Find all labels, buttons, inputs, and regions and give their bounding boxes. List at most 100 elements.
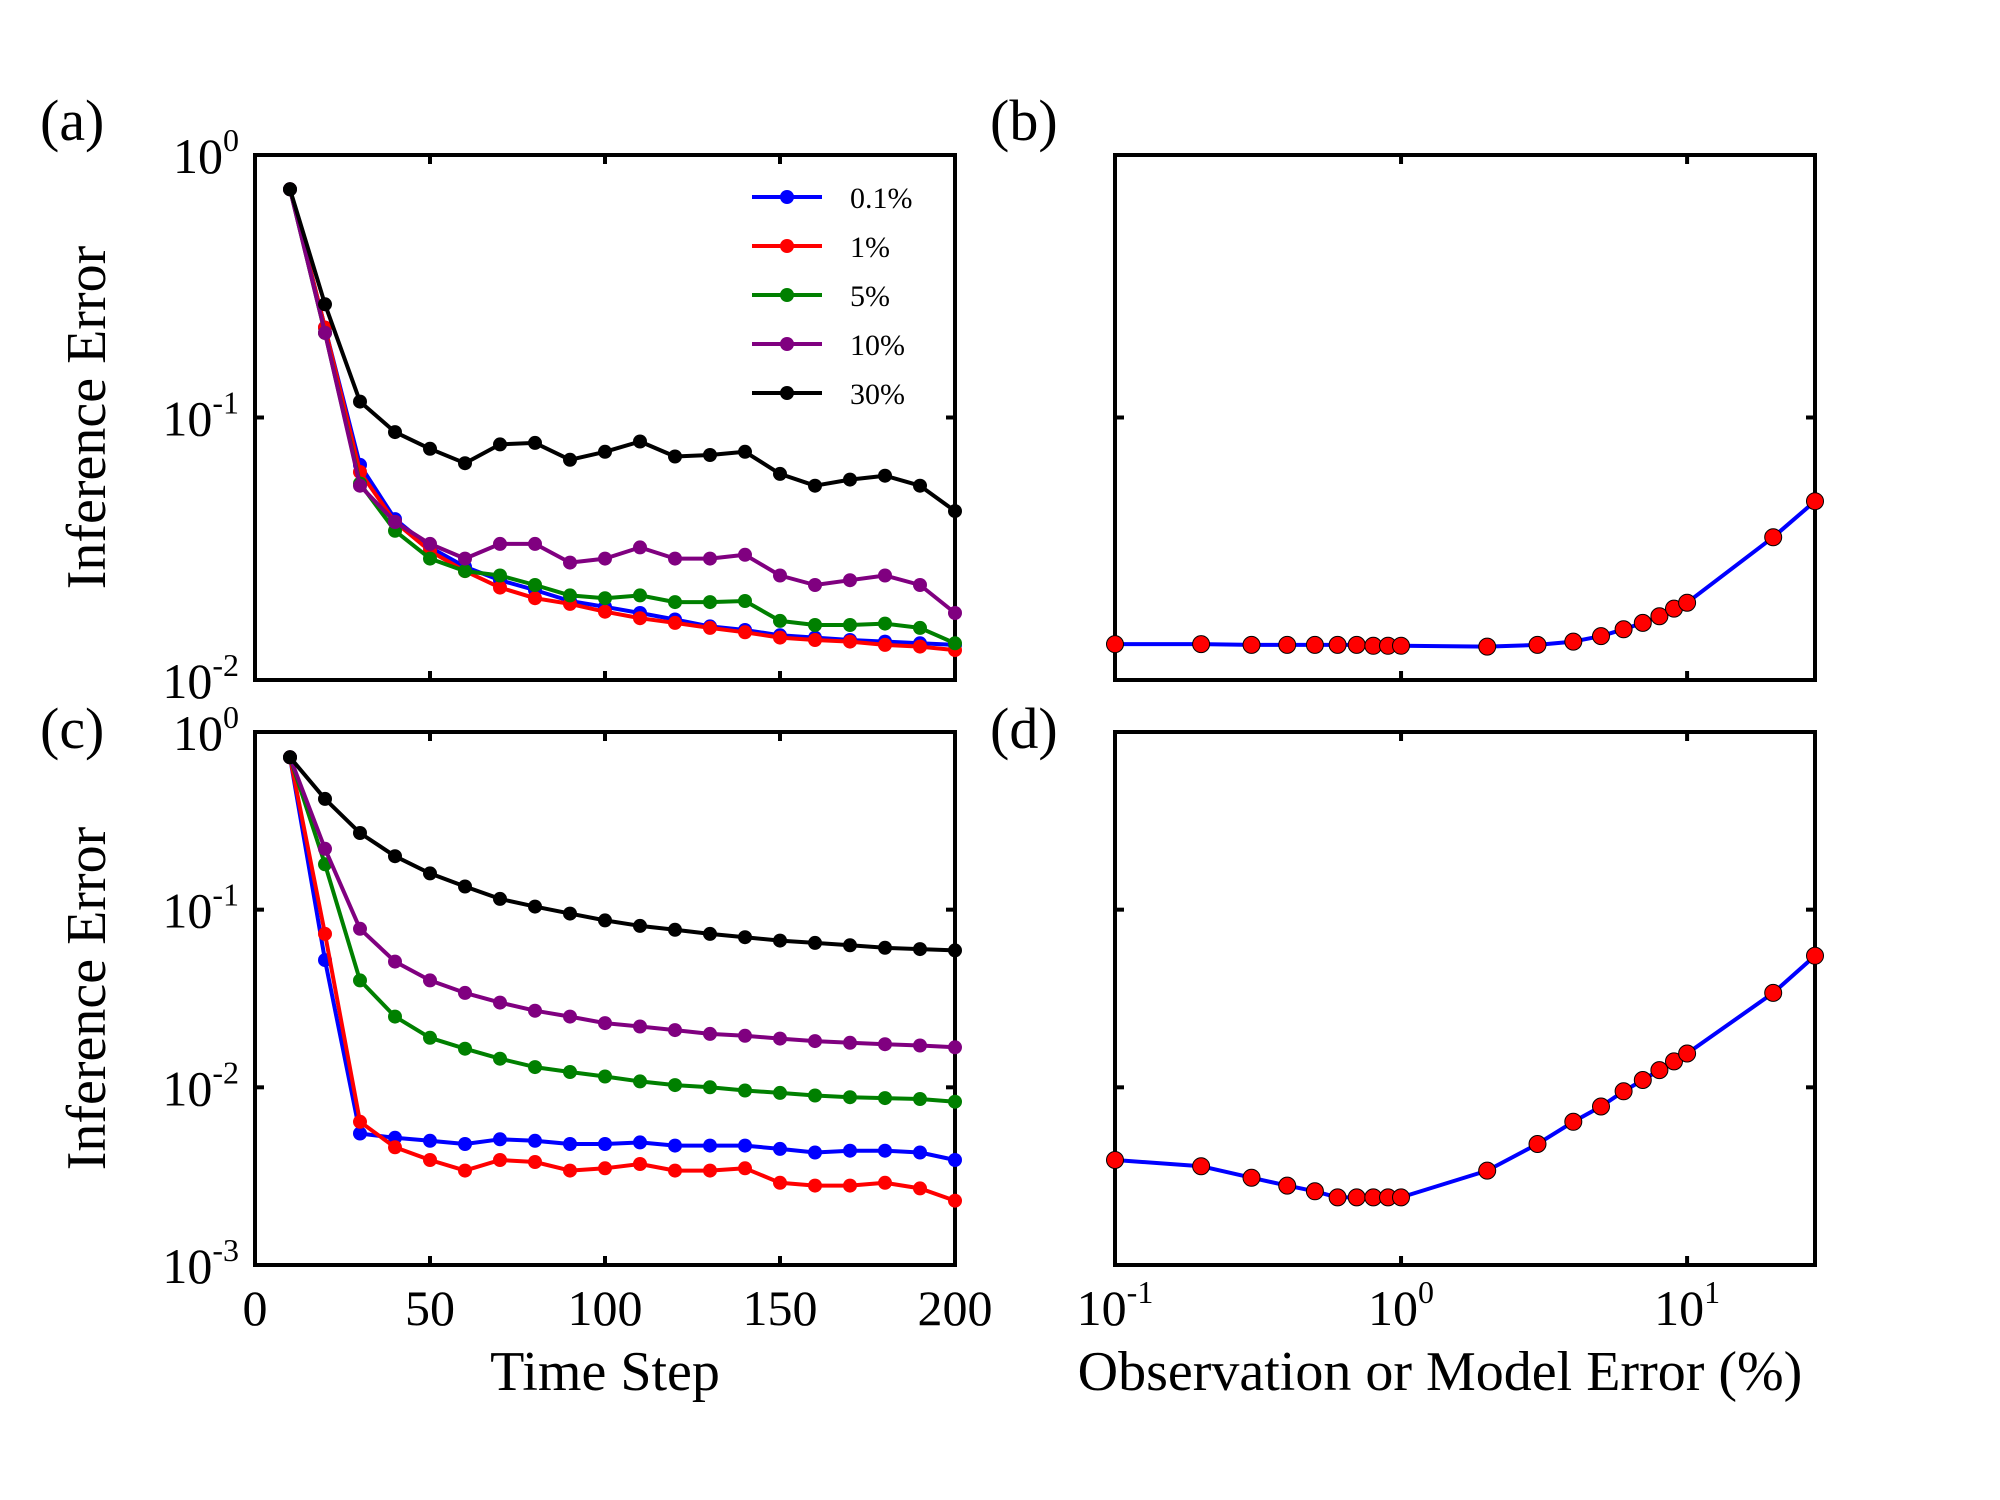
data-point — [738, 547, 752, 562]
y-tick-label-exponent: -3 — [212, 1232, 239, 1268]
y-tick-label-base: 10 — [162, 653, 212, 709]
data-point — [598, 1161, 612, 1176]
data-point — [1764, 528, 1783, 547]
data-point — [458, 1137, 472, 1151]
data-point — [493, 437, 507, 452]
data-point — [913, 620, 927, 635]
data-point — [668, 551, 682, 566]
data-point — [1564, 632, 1583, 651]
data-point — [598, 1137, 612, 1151]
series-0-1 — [283, 750, 962, 1167]
data-point — [878, 1175, 892, 1190]
data-point — [353, 973, 367, 988]
y-tick-label-base: 10 — [162, 1238, 212, 1294]
data-point — [1633, 613, 1652, 632]
data-point — [318, 791, 332, 806]
x-tick-label: 50 — [405, 1280, 455, 1336]
data-point — [843, 1178, 857, 1193]
data-point — [668, 1138, 682, 1153]
data-point — [1242, 1168, 1261, 1187]
series-30 — [283, 750, 962, 958]
data-point — [773, 466, 787, 481]
data-point — [668, 1163, 682, 1178]
x-tick-label: 0 — [243, 1280, 268, 1336]
data-point — [808, 1178, 822, 1193]
data-point — [913, 1092, 927, 1106]
data-point — [1650, 1061, 1669, 1080]
data-point — [493, 1153, 507, 1167]
data-point — [493, 568, 507, 583]
data-point — [773, 1031, 787, 1046]
data-point — [528, 1003, 542, 1018]
data-point — [843, 618, 857, 632]
data-point — [563, 1137, 577, 1151]
x-tick-label: 10-1 — [1077, 1274, 1154, 1336]
data-point — [318, 325, 332, 340]
data-point — [598, 591, 612, 606]
data-point — [598, 604, 612, 619]
y-axis-title: Inference Error — [56, 245, 118, 589]
data-point — [388, 515, 402, 529]
data-point — [1347, 1188, 1366, 1207]
data-point — [563, 1009, 577, 1024]
data-point — [1242, 635, 1261, 654]
data-point — [1278, 1176, 1297, 1195]
x-tick-label-base: 10 — [1077, 1280, 1127, 1336]
data-point — [913, 1038, 927, 1053]
data-point — [808, 633, 822, 647]
data-point — [423, 1153, 437, 1167]
data-point — [633, 1019, 647, 1034]
data-point — [878, 468, 892, 483]
data-point — [598, 551, 612, 566]
data-point — [703, 448, 717, 462]
data-point — [563, 555, 577, 570]
data-point — [913, 478, 927, 493]
data-point — [808, 935, 822, 950]
data-point — [808, 1034, 822, 1049]
data-point — [773, 1175, 787, 1190]
series-line — [1115, 499, 1817, 649]
series-line — [288, 756, 956, 1050]
data-point — [773, 933, 787, 948]
data-point — [528, 536, 542, 551]
data-point — [843, 1090, 857, 1105]
y-tick-label: 10-1 — [162, 877, 239, 939]
y-tick-label: 10-2 — [162, 647, 239, 709]
plot-frame — [253, 730, 957, 1267]
data-point — [738, 444, 752, 459]
data-point — [913, 639, 927, 654]
y-tick-label: 100 — [173, 122, 239, 184]
data-point — [773, 568, 787, 583]
data-point — [353, 478, 367, 493]
data-point — [1764, 983, 1783, 1002]
data-point — [843, 634, 857, 649]
data-point — [1106, 1151, 1124, 1169]
data-point — [808, 618, 822, 632]
data-point — [738, 1138, 752, 1153]
data-point — [948, 636, 962, 651]
data-point — [738, 930, 752, 945]
y-tick-label: 10-1 — [162, 385, 239, 447]
data-point — [423, 441, 437, 456]
data-point — [843, 472, 857, 487]
data-point — [1392, 1188, 1410, 1207]
data-point — [738, 1161, 752, 1176]
data-point — [878, 568, 892, 583]
data-point — [458, 879, 472, 894]
data-point — [913, 1145, 927, 1160]
x-axis-title-right: Observation or Model Error (%) — [1078, 1341, 1803, 1403]
legend-marker — [780, 239, 794, 253]
series-line — [1114, 954, 1817, 1200]
data-point — [913, 942, 927, 957]
data-point — [458, 456, 472, 471]
x-tick-label: 100 — [1368, 1274, 1434, 1336]
y-tick-label-base: 10 — [162, 1060, 212, 1116]
data-point — [353, 921, 367, 936]
data-point — [353, 1114, 367, 1129]
data-point — [563, 906, 577, 921]
data-point — [423, 536, 437, 551]
data-point — [1592, 627, 1610, 646]
data-point — [1592, 1097, 1610, 1116]
data-point — [563, 452, 577, 467]
x-tick-label: 100 — [568, 1280, 643, 1336]
